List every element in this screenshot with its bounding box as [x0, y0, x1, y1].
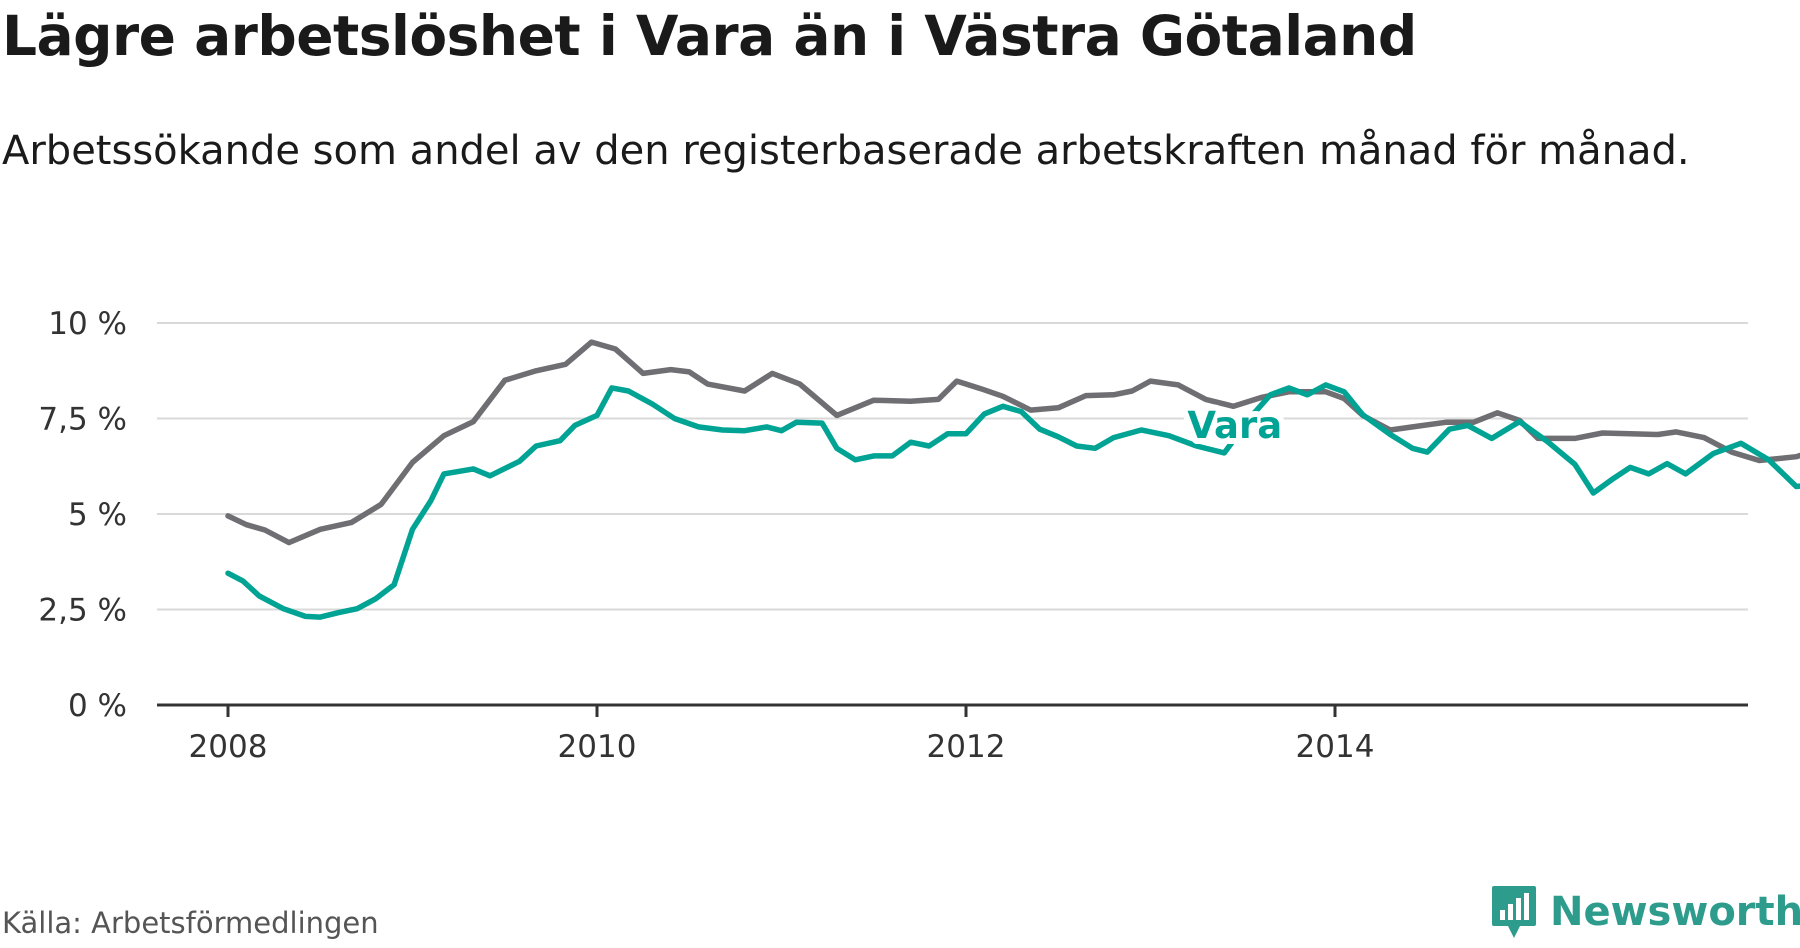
series-lines — [225, 339, 1800, 620]
series-line-vara — [225, 382, 1800, 620]
y-tick-label: 2,5 % — [38, 593, 127, 629]
series-line-vg — [225, 339, 1800, 546]
x-tick-label: 2012 — [927, 729, 1006, 765]
x-tick-label: 2010 — [558, 729, 637, 765]
y-tick-label: 0 % — [68, 688, 127, 724]
x-tick-label: 2008 — [189, 729, 268, 765]
brand-name: Newsworthy — [1550, 889, 1800, 935]
chart-subtitle: Arbetssökande som andel av den registerb… — [2, 128, 1690, 174]
source-note: Källa: Arbetsförmedlingen — [2, 906, 379, 940]
y-axis-ticks: 0 % 2,5 % 5 % 7,5 % 10 % — [38, 306, 127, 724]
newsworthy-logo-icon — [1492, 886, 1536, 938]
y-tick-label: 5 % — [68, 497, 127, 533]
series-name-label: Vara — [1187, 404, 1282, 447]
series-labels: 5,6 %4,3 %VaraVästra Götalands län — [1181, 398, 1288, 453]
chart-title: Lägre arbetslöshet i Vara än i Västra Gö… — [2, 4, 1417, 68]
brand-logo[interactable]: Newsworthy — [1490, 884, 1800, 940]
x-axis: 20082010201220142017201920212023 — [157, 703, 1748, 765]
y-tick-label: 7,5 % — [38, 402, 127, 438]
gridlines — [157, 322, 1748, 611]
y-tick-label: 10 % — [48, 306, 127, 342]
x-tick-label: 2014 — [1296, 729, 1375, 765]
